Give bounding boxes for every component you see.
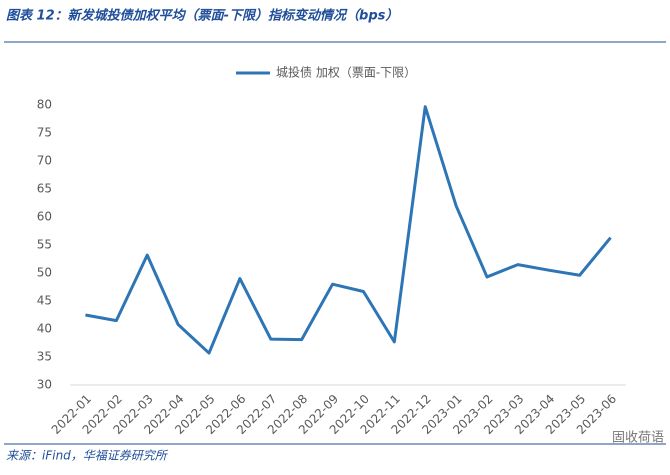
y-tick-label: 65 bbox=[37, 182, 52, 196]
y-tick-label: 50 bbox=[37, 266, 52, 280]
chart-title: 图表 12：新发城投债加权平均（票面-下限）指标变动情况（bps） bbox=[6, 8, 398, 24]
y-tick-label: 55 bbox=[37, 238, 52, 252]
y-tick-label: 60 bbox=[37, 210, 52, 224]
y-tick-label: 30 bbox=[37, 378, 52, 392]
legend-label: 城投债 加权（票面-下限） bbox=[276, 65, 416, 80]
y-tick-label: 35 bbox=[37, 350, 52, 364]
y-tick-label: 45 bbox=[37, 294, 52, 308]
y-tick-label: 70 bbox=[37, 154, 52, 168]
source: 来源：iFind，华福证券研究所 bbox=[6, 449, 169, 463]
data-line bbox=[85, 105, 612, 355]
watermark: 固收荷语 bbox=[612, 431, 664, 446]
y-tick-label: 40 bbox=[37, 322, 52, 336]
y-tick-label: 80 bbox=[37, 98, 52, 112]
y-tick-label: 75 bbox=[37, 126, 52, 140]
